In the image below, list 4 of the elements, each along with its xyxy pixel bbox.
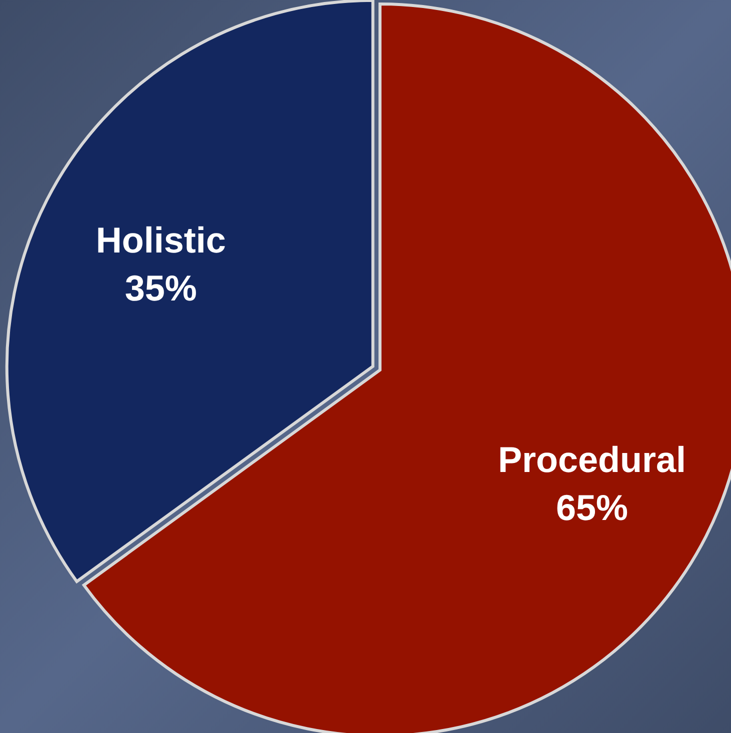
slice-label: Holistic xyxy=(96,219,226,260)
data-label: 35% xyxy=(124,267,197,308)
slice-label: Procedural xyxy=(498,439,686,480)
data-label: 65% xyxy=(556,487,628,528)
